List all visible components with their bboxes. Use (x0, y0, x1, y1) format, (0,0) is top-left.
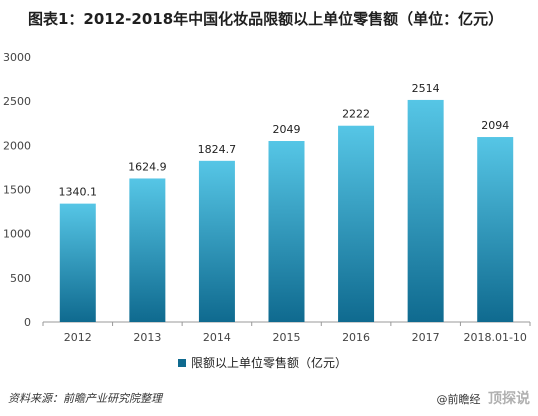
y-tick-label: 2500 (3, 95, 31, 108)
data-label: 2222 (342, 108, 370, 121)
bar-2013 (129, 178, 166, 322)
y-tick-label: 0 (24, 316, 31, 329)
source-note: 资料来源：前瞻产业研究院整理 (8, 392, 162, 405)
x-tick-label: 2014 (203, 331, 231, 344)
bar-2017 (407, 99, 444, 323)
y-axis: 0 500 1000 1500 2000 2500 3000 (3, 51, 31, 329)
bar-chart: 0 500 1000 1500 2000 2500 3000 2012 2013 2014 201… (0, 40, 538, 385)
brand-text: @前瞻经 (436, 393, 481, 406)
y-tick-label: 500 (10, 272, 31, 285)
x-tick-label: 2017 (412, 331, 440, 344)
bar-series: 1340.1 1624.9 1824.7 2049 2222 2514 2094 (59, 82, 514, 323)
bar-2014 (198, 160, 235, 322)
data-label: 1340.1 (59, 186, 98, 199)
x-axis: 2012 2013 2014 2015 2016 2017 2018.01-10 (42, 321, 531, 344)
bar-2012 (59, 203, 96, 322)
data-label: 2094 (481, 119, 509, 132)
legend-label: 限额以上单位零售额（亿元） (191, 355, 347, 370)
legend-swatch (178, 359, 186, 367)
x-tick-label: 2018.01-10 (463, 331, 526, 344)
bar-2018.01-10 (477, 137, 514, 322)
legend: 限额以上单位零售额（亿元） (178, 355, 347, 370)
data-label: 1824.7 (198, 143, 237, 156)
y-tick-label: 3000 (3, 51, 31, 64)
y-tick-label: 2000 (3, 139, 31, 152)
y-tick-label: 1000 (3, 228, 31, 241)
x-tick-label: 2016 (342, 331, 370, 344)
x-tick-label: 2013 (133, 331, 161, 344)
bar-2016 (338, 125, 375, 323)
brand-watermark: @前瞻经 顶探说 (437, 388, 531, 408)
bar-2015 (268, 141, 305, 322)
data-label: 2514 (412, 82, 440, 95)
chart-title: 图表1：2012-2018年中国化妆品限额以上单位零售额（单位：亿元） (28, 10, 504, 28)
data-label: 1624.9 (128, 160, 167, 173)
x-tick-label: 2015 (273, 331, 301, 344)
x-tick-label: 2012 (64, 331, 92, 344)
data-label: 2049 (273, 123, 301, 136)
stamp-text: 顶探说 (488, 391, 530, 407)
y-tick-label: 1500 (3, 184, 31, 197)
